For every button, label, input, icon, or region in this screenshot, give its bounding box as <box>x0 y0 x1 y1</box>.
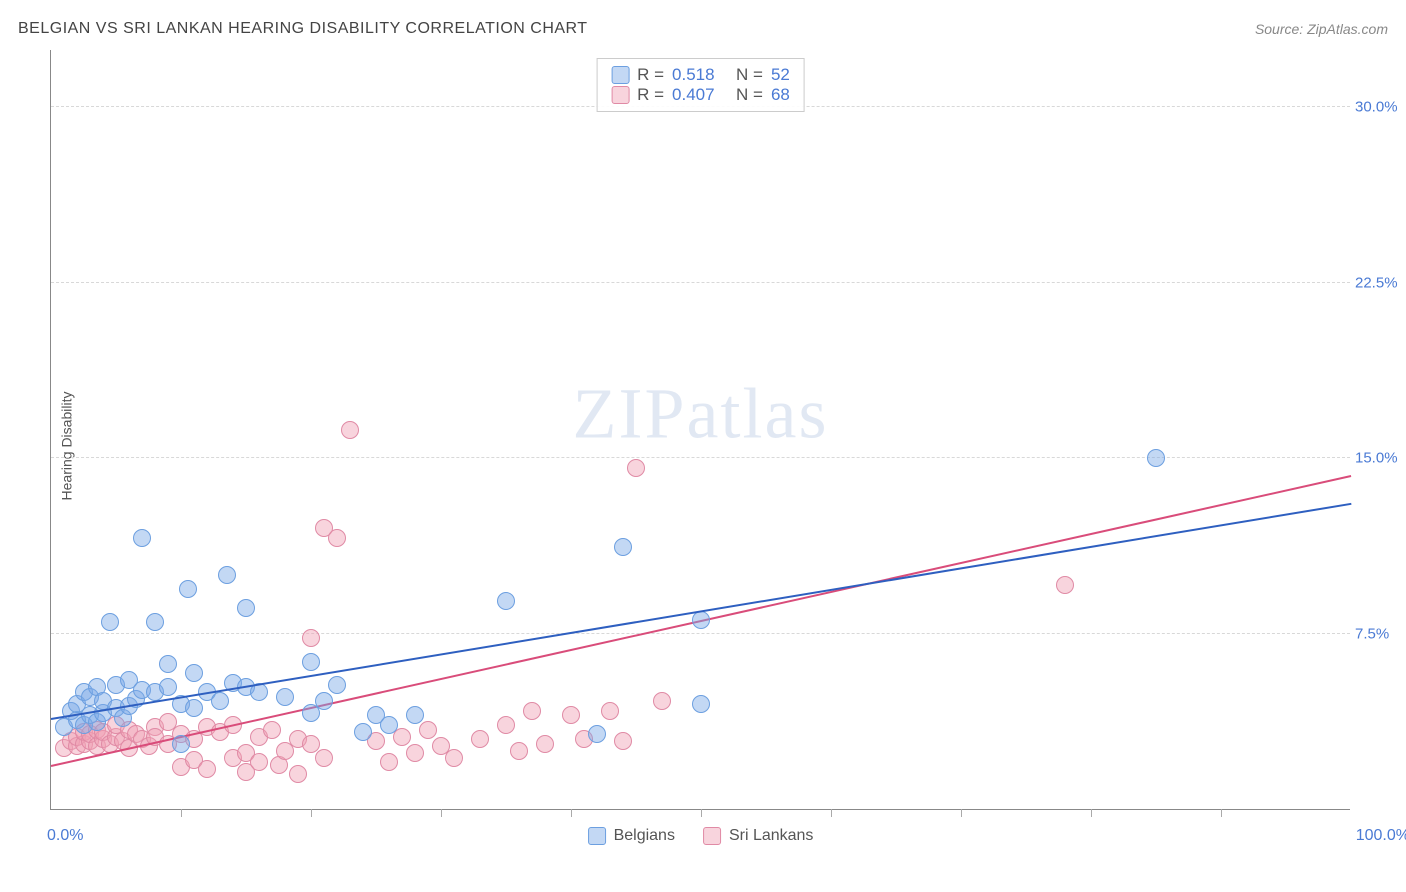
data-point <box>101 613 119 631</box>
data-point <box>211 692 229 710</box>
y-tick-label: 22.5% <box>1355 274 1406 291</box>
legend-label: Sri Lankans <box>729 827 814 845</box>
data-point <box>179 580 197 598</box>
data-point <box>218 566 236 584</box>
data-point <box>315 749 333 767</box>
stats-legend-box: R = 0.518 N = 52 R = 0.407 N = 68 <box>596 58 805 112</box>
data-point <box>341 421 359 439</box>
r-value: 0.518 <box>672 65 728 85</box>
data-point <box>510 742 528 760</box>
data-point <box>380 716 398 734</box>
x-tick-label: 0.0% <box>47 827 83 845</box>
y-tick-label: 15.0% <box>1355 450 1406 467</box>
data-point <box>315 692 333 710</box>
legend-item: Sri Lankans <box>703 827 814 845</box>
data-point <box>614 732 632 750</box>
data-point <box>133 529 151 547</box>
data-point <box>406 744 424 762</box>
r-label: R = <box>637 65 664 85</box>
data-point <box>302 653 320 671</box>
data-point <box>692 695 710 713</box>
data-point <box>185 664 203 682</box>
data-point <box>1056 576 1074 594</box>
stats-row: R = 0.518 N = 52 <box>611 65 790 85</box>
series-legend: Belgians Sri Lankans <box>588 827 814 845</box>
x-tick <box>441 809 442 817</box>
data-point <box>497 592 515 610</box>
data-point <box>627 459 645 477</box>
legend-item: Belgians <box>588 827 675 845</box>
x-tick <box>1091 809 1092 817</box>
data-point <box>1147 449 1165 467</box>
data-point <box>263 721 281 739</box>
r-label: R = <box>637 85 664 105</box>
data-point <box>445 749 463 767</box>
data-point <box>536 735 554 753</box>
n-label: N = <box>736 85 763 105</box>
data-point <box>653 692 671 710</box>
data-point <box>159 655 177 673</box>
y-tick-label: 30.0% <box>1355 99 1406 116</box>
x-tick <box>311 809 312 817</box>
legend-swatch <box>703 827 721 845</box>
data-point <box>302 629 320 647</box>
data-point <box>159 678 177 696</box>
data-point <box>328 529 346 547</box>
source-name: ZipAtlas.com <box>1307 21 1388 37</box>
chart-title: BELGIAN VS SRI LANKAN HEARING DISABILITY… <box>18 20 588 38</box>
y-tick-label: 7.5% <box>1355 625 1406 642</box>
x-tick <box>831 809 832 817</box>
x-tick-label: 100.0% <box>1356 827 1406 845</box>
data-point <box>237 599 255 617</box>
data-point <box>328 676 346 694</box>
data-point <box>601 702 619 720</box>
chart-header: BELGIAN VS SRI LANKAN HEARING DISABILITY… <box>18 20 1388 38</box>
x-tick <box>181 809 182 817</box>
gridline <box>51 633 1350 634</box>
data-point <box>380 753 398 771</box>
n-label: N = <box>736 65 763 85</box>
x-tick <box>961 809 962 817</box>
data-point <box>406 706 424 724</box>
source-attribution: Source: ZipAtlas.com <box>1255 21 1388 37</box>
gridline <box>51 282 1350 283</box>
data-point <box>250 753 268 771</box>
scatter-plot-area: ZIPatlas 7.5%15.0%22.5%30.0%0.0%100.0%R … <box>50 50 1350 810</box>
data-point <box>614 538 632 556</box>
data-point <box>471 730 489 748</box>
watermark-text: ZIPatlas <box>573 373 829 456</box>
series-swatch <box>611 86 629 104</box>
data-point <box>523 702 541 720</box>
data-point <box>289 765 307 783</box>
data-point <box>185 699 203 717</box>
x-tick <box>701 809 702 817</box>
n-value: 52 <box>771 65 790 85</box>
data-point <box>562 706 580 724</box>
data-point <box>354 723 372 741</box>
n-value: 68 <box>771 85 790 105</box>
data-point <box>276 688 294 706</box>
x-tick <box>1221 809 1222 817</box>
data-point <box>419 721 437 739</box>
data-point <box>588 725 606 743</box>
r-value: 0.407 <box>672 85 728 105</box>
legend-label: Belgians <box>614 827 675 845</box>
series-swatch <box>611 66 629 84</box>
stats-row: R = 0.407 N = 68 <box>611 85 790 105</box>
x-tick <box>571 809 572 817</box>
legend-swatch <box>588 827 606 845</box>
data-point <box>198 760 216 778</box>
data-point <box>146 613 164 631</box>
source-prefix: Source: <box>1255 21 1307 37</box>
data-point <box>497 716 515 734</box>
data-point <box>172 735 190 753</box>
